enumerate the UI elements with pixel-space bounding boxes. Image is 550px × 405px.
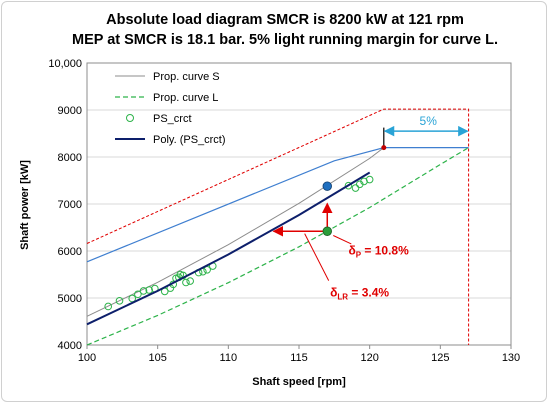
delta-p-leader [333,235,352,245]
plot-area: 4000 5000 6000 7000 8000 9000 10,000 100 105 110 1… [48,58,520,364]
delta-p-label: δP = 10.8% [348,243,409,259]
ps-crct-marker [104,302,112,311]
limit-line-red-dotted [86,108,470,345]
plot-border [86,62,512,346]
title-line-2: MEP at SMCR is 18.1 bar. 5% light runnin… [72,32,498,48]
legend-entry-label: Prop. curve S [153,71,220,83]
ps-crct-marker [134,290,142,299]
y-axis-label: Shaft power [kW] [19,160,31,250]
ps-crct-marker [145,286,153,294]
series-prop-curve-s [86,147,385,317]
y-tick-label: 4000 [58,340,82,352]
ps-crct-marker [344,181,353,190]
x-axis-label: Shaft speed [rpm] [252,376,346,388]
limit-line-blue [86,147,469,263]
ps-crct-marker [351,184,360,192]
y-tick-label: 5000 [58,293,82,305]
x-tick-label: 105 [148,352,166,364]
y-tick-label: 6000 [58,246,82,258]
delta-lr-leader [304,233,330,281]
y-tick-label: 7000 [58,199,82,211]
legend: Prop. curve S Prop. curve L PS_crct Poly. (… [115,71,226,146]
smcr-point [381,145,387,151]
ps-crct-marker [115,297,124,305]
delta-lr-label: δLR = 3.4% [330,285,389,301]
ps-crct-marker [365,175,374,184]
x-tick-label: 110 [220,352,238,364]
ps-crct-marker [182,278,190,287]
title-line-1: Absolute load diagram SMCR is 8200 kW at… [106,12,464,28]
chart-title: Absolute load diagram SMCR is 8200 kW at… [72,12,498,48]
series-prop-curve-l [86,147,469,346]
operating-point-blue [322,181,332,191]
legend-swatch-marker [126,114,134,122]
x-tick-label: 100 [78,352,96,364]
operating-point-green [322,226,332,236]
y-tick-label: 8000 [58,152,82,164]
x-tick-label: 125 [431,352,449,364]
legend-entry-label: Prop. curve L [153,92,218,104]
x-tick-label: 120 [360,352,378,364]
ps-crct-marker [186,277,194,285]
series-poly-ps-crct [86,171,371,326]
y-tick-label: 10,000 [48,58,82,70]
x-tick-label: 130 [502,352,520,364]
x-tick-label: 115 [290,352,308,364]
ps-crct-marker [139,287,148,295]
legend-entry-label: PS_crct [153,113,192,125]
margin-arrow-label: 5% [420,114,438,128]
y-tick-label: 9000 [58,105,82,117]
ps-crct-marker [128,294,137,303]
legend-entry-label: Poly. (PS_crct) [153,134,226,146]
